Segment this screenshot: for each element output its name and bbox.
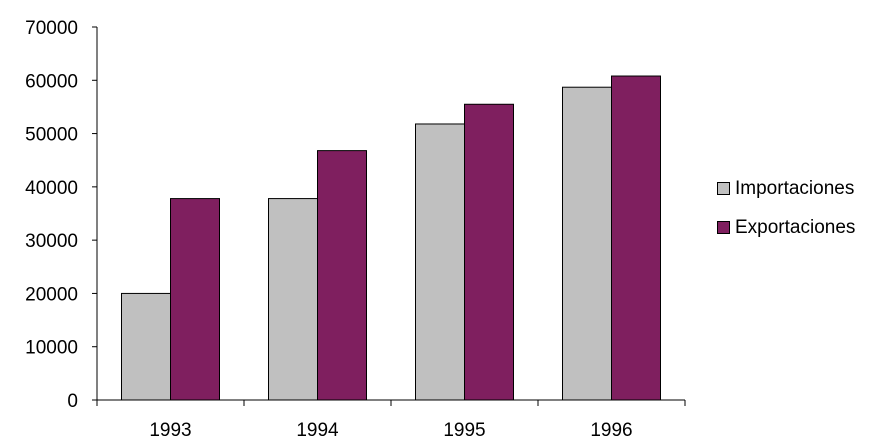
legend-label-importaciones: Importaciones	[735, 177, 855, 199]
x-tick-label-1994: 1994	[296, 420, 339, 440]
bar-importaciones-1996	[562, 86, 612, 401]
axes-group	[92, 26, 686, 406]
bar-importaciones-1995	[415, 123, 465, 401]
bar-exportaciones-1996	[611, 75, 661, 401]
legend-item-importaciones: Importaciones	[717, 178, 855, 199]
y-tick-label-70000: 70000	[25, 18, 78, 39]
bar-exportaciones-1993	[170, 198, 220, 401]
bars-group	[121, 75, 661, 401]
tick-labels-group: 0 10000 20000 30000 40000 50000 60000 70000 1993…	[25, 18, 632, 440]
legend-swatch-exportaciones	[717, 221, 730, 234]
bar-exportaciones-1994	[317, 150, 367, 401]
legend-swatch-importaciones	[717, 182, 730, 195]
x-tick-label-1993: 1993	[149, 420, 191, 440]
y-tick-label-40000: 40000	[25, 178, 78, 199]
legend-label-exportaciones: Exportaciones	[735, 216, 856, 238]
x-tick-label-1995: 1995	[443, 420, 485, 440]
legend-item-exportaciones: Exportaciones	[717, 217, 855, 238]
y-tick-label-30000: 30000	[25, 231, 78, 252]
legend: Importaciones Exportaciones	[717, 178, 855, 256]
bar-importaciones-1993	[121, 292, 171, 401]
y-tick-label-10000: 10000	[25, 338, 78, 359]
bar-importaciones-1994	[268, 198, 318, 401]
y-tick-label-20000: 20000	[25, 284, 78, 305]
x-tick-label-1996: 1996	[590, 420, 632, 440]
bar-exportaciones-1995	[464, 103, 514, 401]
y-tick-label-60000: 60000	[25, 71, 78, 92]
y-tick-label-0: 0	[67, 391, 78, 412]
y-tick-label-50000: 50000	[25, 125, 78, 146]
